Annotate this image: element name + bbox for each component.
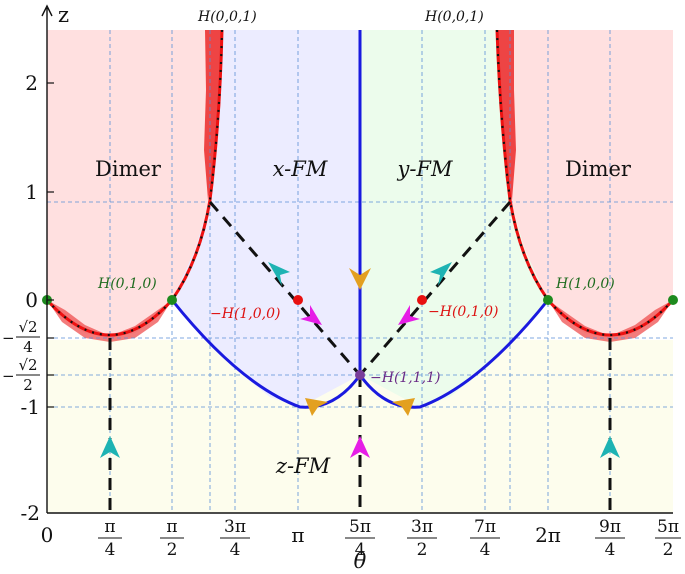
grid-lines [47,30,673,513]
x-tick-num: π [104,517,115,537]
x-tick-den: 4 [605,540,616,560]
magenta-arrow-icon [398,305,420,325]
x-tick-num: 3π [411,517,433,537]
blue-curve-left [170,299,362,409]
x-tick-den: 4 [480,540,491,560]
cyan-arrow-icon [600,436,620,458]
region-label-yfm: y-FM [396,157,453,181]
x-tick-labels: 0 π 4 π 2 3π 4 π 5π 4 3π 2 7π 4 2π 9π 4 … [41,517,681,560]
dimer-right-band [496,30,516,200]
orange-arrow-icon [305,398,328,416]
label-neg-h010: −H(0,1,0) [428,304,499,320]
flow-arrows [100,262,620,458]
y-frac-den: 2 [23,376,33,394]
x-tick-den: 2 [417,540,428,560]
cyan-arrow-icon [430,262,452,286]
y-tick-labels: 2 1 0 -1 -2 [21,71,40,525]
y-frac-tick: − √2 2 [2,356,40,394]
axes-frame [41,4,673,514]
dimer-left-band [204,30,223,200]
y-frac-num: √2 [18,318,37,336]
x-tick-num: 5π [349,517,371,537]
x-tick-num: 3π [224,517,246,537]
axis-tick-marks [47,82,54,408]
x-tick-num: 7π [474,517,496,537]
x-tick-label: π [291,523,304,547]
orange-arrow-icon [349,268,371,290]
region-label-dimer-right: Dimer [565,157,632,181]
dimer-right-lower-band [548,300,673,342]
x-tick-num: π [166,517,177,537]
label-h001-left: H(0,0,1) [197,9,257,25]
y-tick-label: 2 [25,71,38,95]
orange-arrow-icon [392,398,415,416]
label-h001-right: H(0,0,1) [424,9,484,25]
magenta-arrow-icon [300,305,322,325]
y-tick-label: 0 [25,288,38,312]
y-tick-label: -1 [21,395,40,419]
region-label-dimer-left: Dimer [95,157,162,181]
x-tick-label: 2π [535,523,561,547]
red-point [417,295,427,305]
magenta-arrow-icon [350,436,370,458]
blue-curve-right [358,299,550,409]
y-tick-label: -2 [21,501,40,525]
label-h010: H(0,1,0) [97,276,157,292]
red-point [293,295,303,305]
y-tick-label: 1 [25,180,38,204]
x-tick-den: 4 [105,540,116,560]
label-h100: H(1,0,0) [555,276,615,292]
x-tick-den: 4 [230,540,241,560]
y-axis-title: z [58,3,69,27]
y-frac-sign: − [2,329,15,347]
green-point [668,295,678,305]
green-point [543,295,553,305]
dotted-overlays [46,29,674,336]
x-tick-den: 2 [167,540,178,560]
purple-point [355,370,365,380]
region-label-zfm: z-FM [275,454,331,478]
x-tick-label: 0 [41,523,54,547]
label-neg-h111: −H(1,1,1) [370,370,441,386]
x-tick-den: 4 [355,540,366,560]
green-point [167,295,177,305]
x-axis-title: θ [354,549,367,573]
y-frac-den: 4 [23,338,33,356]
fixed-points [42,295,678,380]
x-tick-num: 5π [657,517,679,537]
cyan-arrow-icon [268,262,290,286]
x-tick-den: 2 [663,540,674,560]
y-frac-sign: − [2,367,15,385]
y-frac-tick: − √2 4 [2,318,40,356]
x-tick-num: 9π [599,517,621,537]
dimer-left-lower-band [47,300,172,342]
dimer-left-region [47,30,223,338]
label-neg-h100: −H(1,0,0) [210,306,281,322]
y-frac-num: √2 [18,356,37,374]
region-label-xfm: x-FM [273,157,328,181]
cyan-arrow-icon [100,436,120,458]
dimer-right-region [496,30,673,338]
